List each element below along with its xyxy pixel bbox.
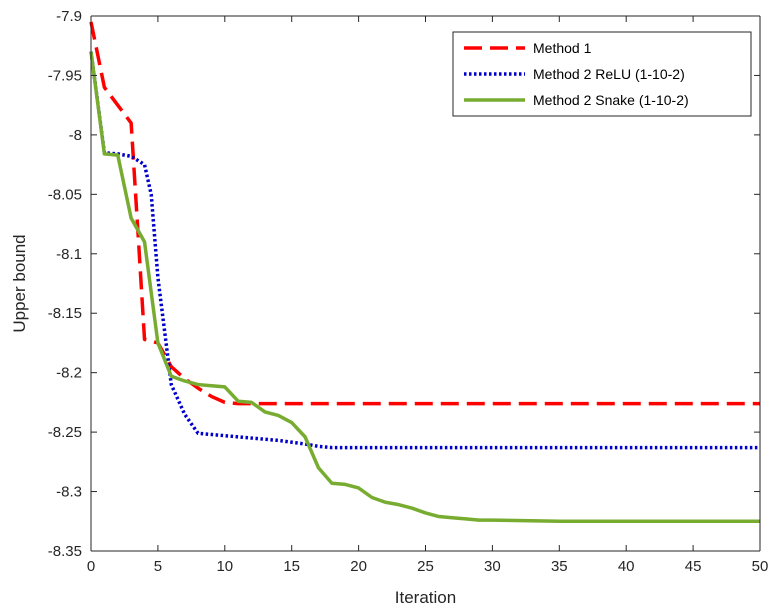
y-tick-label: -8.25	[48, 424, 82, 441]
x-tick-label: 30	[484, 558, 501, 575]
y-tick-label: -8.2	[56, 365, 82, 382]
y-axis-title: Upper bound	[10, 234, 29, 332]
legend-box	[452, 31, 752, 117]
ticks-layer: 0 5 10 15 20 25 30 35 40 45 50 -7.9 -7.95 -8 -8.05 -8.1…	[48, 8, 768, 575]
legend-label-1: Method 1	[533, 40, 592, 56]
legend: Method 1 Method 2 ReLU (1-10-2) Method 2 S…	[452, 31, 752, 117]
y-tick-label: -8.15	[48, 305, 82, 322]
series-line-1	[89, 21, 760, 406]
x-tick-label: 45	[685, 558, 702, 575]
x-tick-label: 50	[752, 558, 768, 575]
y-tick-label: -7.9	[56, 8, 82, 25]
series-layer	[89, 21, 760, 524]
y-tick-label: -8	[69, 127, 82, 144]
y-tick-label: -7.95	[48, 67, 82, 84]
x-tick-label: 10	[216, 558, 233, 575]
x-tick-label: 15	[283, 558, 300, 575]
y-tick-label: -8.3	[56, 484, 82, 501]
x-tick-label: 35	[551, 558, 568, 575]
legend-label-3: Method 2 Snake (1-10-2)	[533, 92, 689, 108]
x-tick-label: 0	[87, 558, 95, 575]
x-tick-label: 20	[350, 558, 367, 575]
series-line-2	[89, 51, 760, 450]
x-axis-title: Iteration	[395, 588, 456, 607]
x-tick-label: 40	[618, 558, 635, 575]
y-tick-label: -8.05	[48, 186, 82, 203]
x-tick-label: 25	[417, 558, 434, 575]
y-tick-label: -8.35	[48, 543, 82, 560]
x-tick-label: 5	[154, 558, 162, 575]
legend-label-2: Method 2 ReLU (1-10-2)	[533, 66, 685, 82]
y-tick-label: -8.1	[56, 246, 82, 263]
series-line-3	[89, 51, 760, 524]
